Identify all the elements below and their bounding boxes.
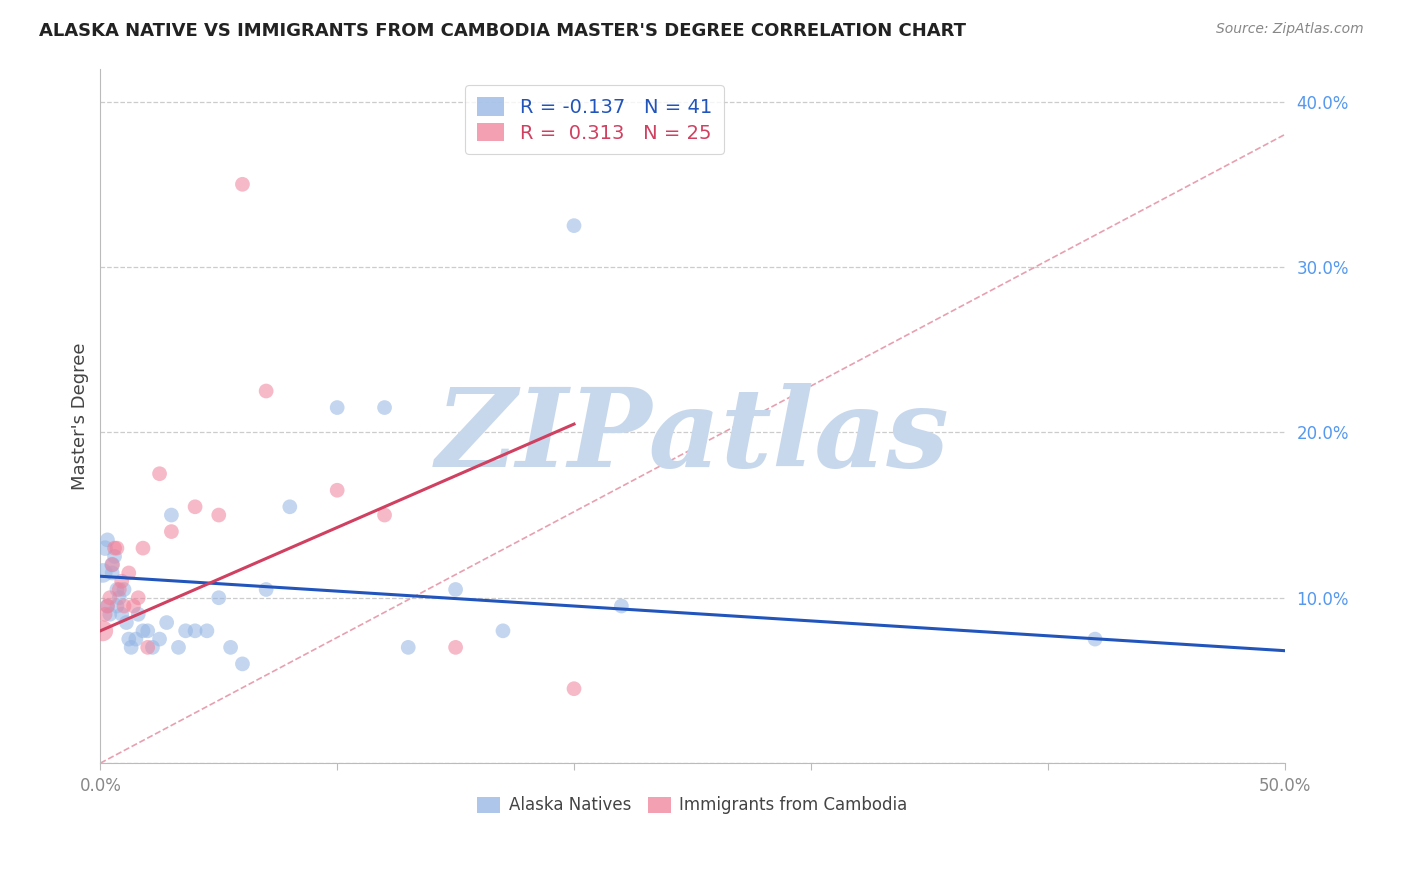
Point (125, 632, 148, 646)
Point (101, 558, 124, 572)
Point (562, 219, 585, 233)
Point (492, 624, 515, 638)
Point (444, 640, 467, 655)
Point (160, 524, 183, 539)
Point (136, 624, 159, 638)
Y-axis label: Master's Degree: Master's Degree (72, 342, 89, 490)
Point (562, 681, 585, 696)
Point (374, 508, 396, 522)
Point (326, 401, 349, 415)
Point (96, 533, 118, 547)
Point (118, 566, 141, 580)
Point (98, 607, 121, 622)
Point (132, 624, 155, 638)
Point (374, 401, 396, 415)
Point (174, 624, 197, 638)
Point (111, 574, 134, 589)
Point (105, 599, 128, 613)
Point (132, 541, 155, 555)
Point (156, 615, 179, 630)
Point (219, 640, 242, 655)
Point (195, 624, 218, 638)
Point (148, 632, 170, 646)
Legend: Alaska Natives, Immigrants from Cambodia: Alaska Natives, Immigrants from Cambodia (467, 786, 918, 824)
Point (112, 582, 135, 597)
Point (108, 591, 131, 605)
Point (254, 384, 277, 398)
Point (94, 607, 117, 622)
Point (105, 541, 128, 555)
Point (91, 624, 114, 638)
Point (444, 582, 467, 597)
Point (96, 599, 118, 613)
Point (396, 640, 419, 655)
Point (115, 615, 138, 630)
Point (108, 582, 131, 597)
Point (231, 657, 253, 671)
Point (118, 632, 141, 646)
Point (127, 607, 149, 622)
Point (96, 599, 118, 613)
Point (141, 640, 163, 655)
Text: Source: ZipAtlas.com: Source: ZipAtlas.com (1216, 22, 1364, 37)
Point (101, 558, 124, 572)
Point (94, 541, 117, 555)
Point (98, 591, 121, 605)
Point (184, 624, 207, 638)
Point (1084, 632, 1107, 646)
Point (101, 566, 124, 580)
Point (91, 566, 114, 580)
Point (136, 640, 159, 655)
Point (103, 549, 125, 564)
Point (112, 599, 135, 613)
Point (610, 599, 633, 613)
Point (167, 640, 190, 655)
Point (326, 483, 349, 498)
Point (160, 508, 183, 522)
Point (148, 467, 170, 481)
Point (231, 178, 253, 192)
Point (105, 582, 128, 597)
Point (103, 541, 125, 555)
Point (122, 599, 145, 613)
Point (120, 640, 142, 655)
Point (111, 607, 134, 622)
Point (208, 508, 231, 522)
Text: ZIPatlas: ZIPatlas (436, 383, 949, 491)
Point (208, 591, 231, 605)
Point (278, 500, 301, 514)
Point (184, 500, 207, 514)
Point (127, 591, 149, 605)
Point (254, 582, 277, 597)
Text: ALASKA NATIVE VS IMMIGRANTS FROM CAMBODIA MASTER'S DEGREE CORRELATION CHART: ALASKA NATIVE VS IMMIGRANTS FROM CAMBODI… (39, 22, 966, 40)
